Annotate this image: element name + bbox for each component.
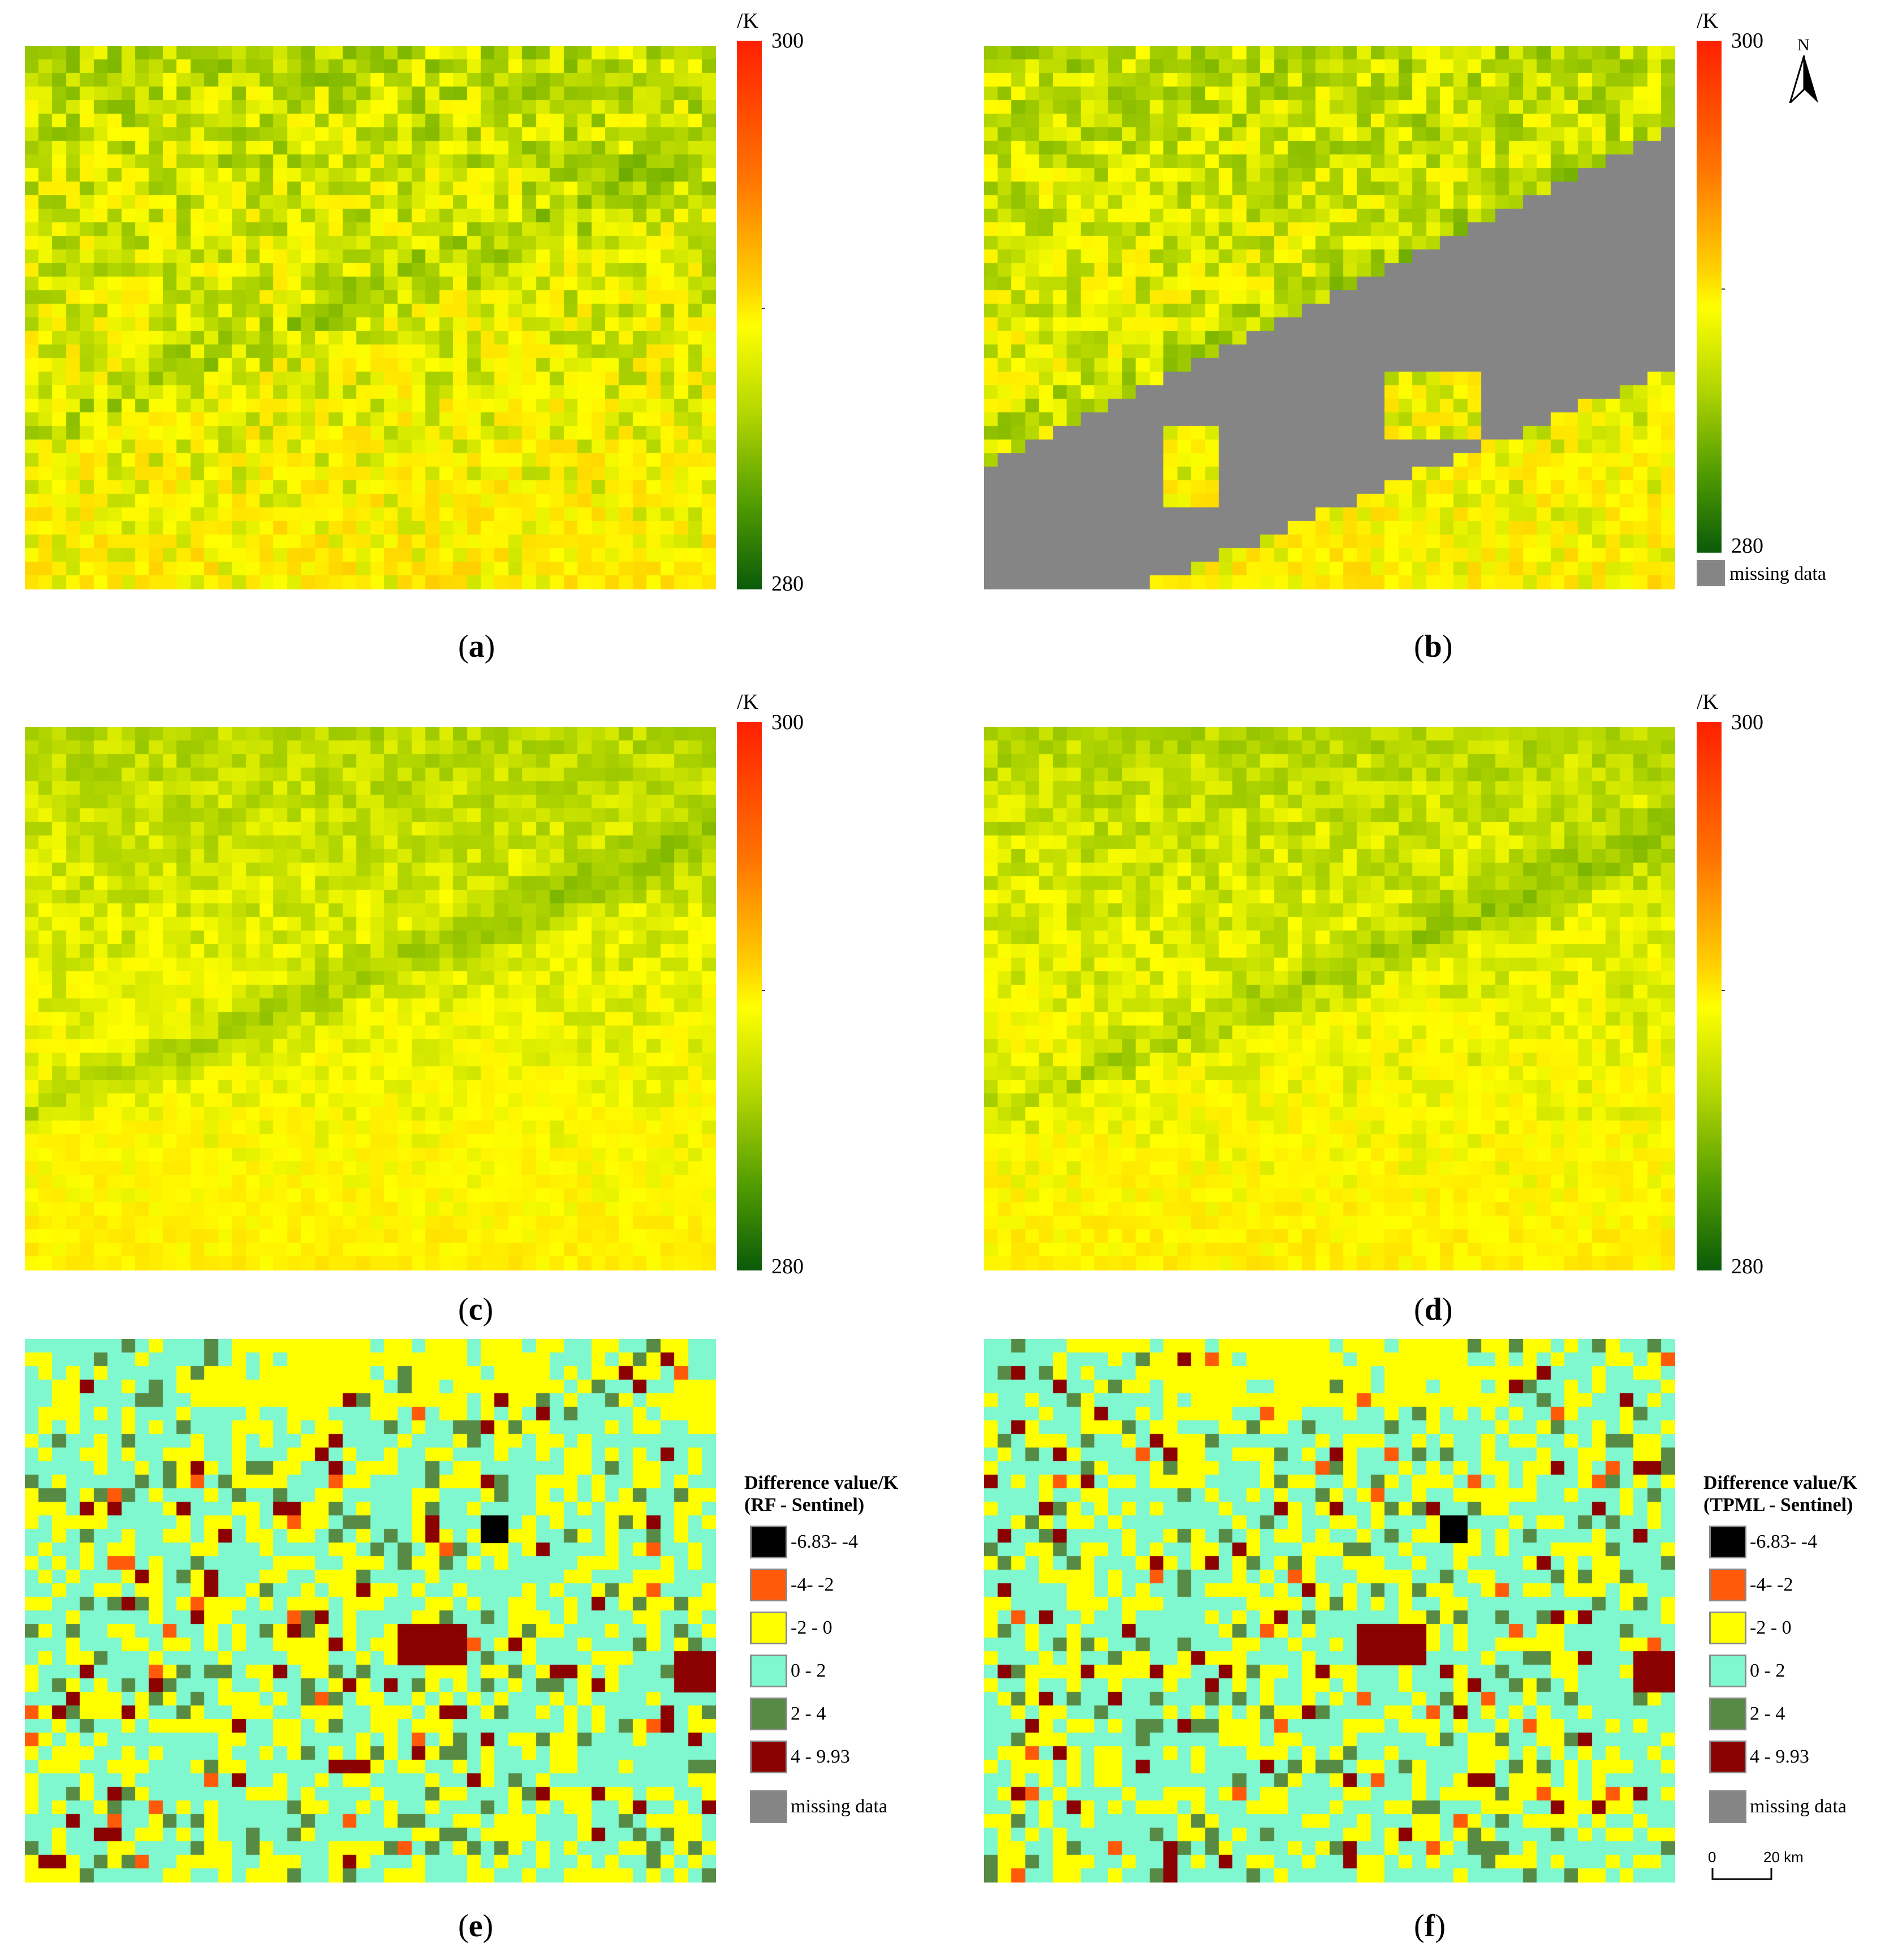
legend-swatch-e-2 — [750, 1612, 787, 1644]
scale-bar-zero: 0 — [1708, 1849, 1716, 1866]
colorbar-min-a: 280 — [771, 572, 804, 596]
colorbar-max-d: 300 — [1731, 710, 1763, 734]
legend-swatch-f-2 — [1709, 1612, 1746, 1644]
panel-label-a: (a) — [458, 629, 495, 664]
legend-swatch-e-1 — [750, 1569, 787, 1601]
colorbar-max-b: 300 — [1731, 29, 1763, 53]
difference-map-f — [984, 1339, 1675, 1883]
panel-label-b: (b) — [1414, 629, 1453, 664]
colorbar-mid-tick-c — [762, 990, 765, 991]
missing-data-label-b: missing data — [1729, 563, 1826, 584]
missing-data-swatch-b — [1697, 560, 1725, 586]
legend-title-f: Difference value/K (TPML - Sentinel) — [1703, 1472, 1858, 1516]
legend-swatch-missing-f — [1709, 1790, 1746, 1823]
legend-swatch-e-0 — [750, 1526, 787, 1558]
north-arrow-icon — [1789, 55, 1818, 103]
colorbar-mid-tick-d — [1722, 990, 1725, 991]
colorbar-min-d: 280 — [1731, 1255, 1763, 1278]
legend-swatch-f-4 — [1709, 1698, 1746, 1730]
panel-label-e: (e) — [458, 1909, 494, 1944]
legend-label-f-3: 0 - 2 — [1750, 1660, 1785, 1681]
colorbar-unit-d: /K — [1697, 690, 1718, 714]
legend-swatch-e-3 — [750, 1655, 787, 1687]
legend-label-f-4: 2 - 4 — [1750, 1703, 1785, 1724]
legend-swatch-f-0 — [1709, 1526, 1746, 1558]
legend-label-e-4: 2 - 4 — [791, 1703, 826, 1724]
colorbar-unit-b: /K — [1697, 9, 1718, 33]
scale-bar-length: 20 km — [1763, 1849, 1804, 1866]
colorbar-max-c: 300 — [771, 710, 804, 734]
colorbar-mid-tick-b — [1722, 288, 1725, 290]
legend-label-f-0: -6.83- -4 — [1750, 1531, 1817, 1552]
legend-label-e-0: -6.83- -4 — [791, 1531, 858, 1552]
panel-label-f: (f) — [1414, 1909, 1446, 1944]
north-label: N — [1797, 36, 1810, 54]
colorbar-a — [737, 41, 762, 589]
legend-swatch-e-4 — [750, 1698, 787, 1730]
colorbar-c — [737, 722, 762, 1270]
colorbar-unit-c: /K — [737, 690, 758, 714]
legend-label-e-5: 4 - 9.93 — [791, 1746, 850, 1767]
legend-swatch-f-3 — [1709, 1655, 1746, 1687]
difference-map-e — [25, 1339, 716, 1883]
lst-map-a — [25, 46, 716, 589]
panel-label-c: (c) — [458, 1292, 494, 1327]
legend-swatch-f-5 — [1709, 1741, 1746, 1773]
lst-map-d — [984, 727, 1675, 1270]
colorbar-min-b: 280 — [1731, 534, 1763, 558]
legend-swatch-missing-e — [750, 1790, 787, 1823]
legend-label-f-1: -4- -2 — [1750, 1574, 1793, 1595]
lst-map-b — [984, 46, 1675, 589]
colorbar-min-c: 280 — [771, 1255, 804, 1278]
legend-swatch-f-1 — [1709, 1569, 1746, 1601]
colorbar-d — [1697, 722, 1722, 1270]
legend-label-missing-e: missing data — [791, 1796, 887, 1817]
colorbar-mid-tick-a — [762, 308, 765, 309]
legend-label-e-1: -4- -2 — [791, 1574, 834, 1595]
legend-label-e-2: -2 - 0 — [791, 1617, 832, 1638]
legend-title-e: Difference value/K (RF - Sentinel) — [744, 1472, 899, 1516]
colorbar-unit-a: /K — [737, 9, 758, 33]
colorbar-b — [1697, 41, 1722, 553]
lst-map-c — [25, 727, 716, 1270]
colorbar-max-a: 300 — [771, 29, 804, 53]
legend-swatch-e-5 — [750, 1741, 787, 1773]
legend-label-missing-f: missing data — [1750, 1796, 1847, 1817]
legend-label-f-2: -2 - 0 — [1750, 1617, 1792, 1638]
scale-bar — [1711, 1868, 1772, 1880]
panel-label-d: (d) — [1414, 1292, 1453, 1327]
legend-label-f-5: 4 - 9.93 — [1750, 1746, 1809, 1767]
legend-label-e-3: 0 - 2 — [791, 1660, 826, 1681]
